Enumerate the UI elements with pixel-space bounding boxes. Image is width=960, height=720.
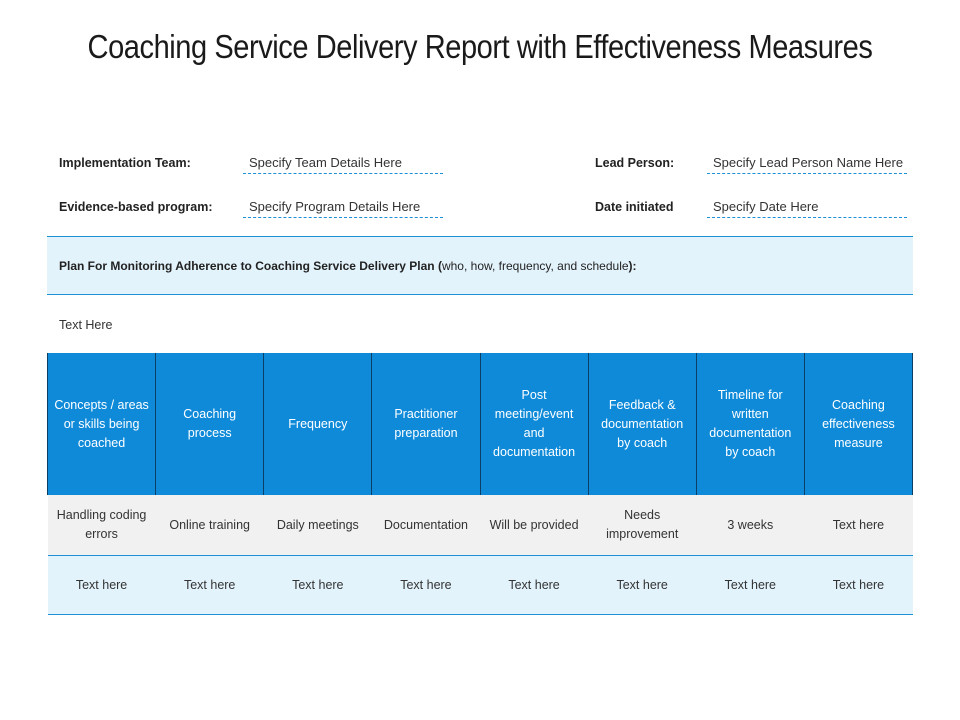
table-cell[interactable]: Text here <box>804 495 913 556</box>
implementation-team-field[interactable]: Specify Team Details Here <box>243 153 443 174</box>
table-cell[interactable]: Handling coding errors <box>47 495 156 556</box>
date-initiated-label: Date initiated <box>595 200 674 214</box>
plan-heading-suffix: ): <box>628 259 637 273</box>
table-cell[interactable]: Documentation <box>371 495 480 556</box>
column-header: Coaching effectiveness measure <box>803 353 914 495</box>
implementation-team-label: Implementation Team: <box>59 156 191 170</box>
coaching-table: Concepts / areas or skills being coached… <box>46 353 914 615</box>
column-header: Frequency <box>263 353 373 495</box>
plan-text[interactable]: Text Here <box>59 318 113 332</box>
table-cell[interactable]: Text here <box>155 555 264 615</box>
column-header: Feedback & documentation by coach <box>587 353 697 495</box>
lead-person-field[interactable]: Specify Lead Person Name Here <box>707 153 907 174</box>
table-cell[interactable]: Text here <box>588 555 697 615</box>
table-cell[interactable]: Daily meetings <box>263 495 372 556</box>
column-header: Practitioner preparation <box>371 353 481 495</box>
column-header: Timeline for written documentation by co… <box>695 353 805 495</box>
table-row: Handling coding errors Online training D… <box>47 495 913 556</box>
table-cell[interactable]: Needs improvement <box>588 495 697 556</box>
table-cell[interactable]: Text here <box>263 555 372 615</box>
lead-person-label: Lead Person: <box>595 156 675 170</box>
table-cell[interactable]: Text here <box>696 555 805 615</box>
evidence-program-field[interactable]: Specify Program Details Here <box>243 197 443 218</box>
table-cell[interactable]: Text here <box>371 555 480 615</box>
table-cell[interactable]: Online training <box>155 495 264 556</box>
plan-heading-detail: who, how, frequency, and schedule <box>441 259 629 273</box>
table-cell[interactable]: 3 weeks <box>696 495 805 556</box>
evidence-program-label: Evidence-based program: <box>59 200 213 214</box>
table-header-row: Concepts / areas or skills being coached… <box>46 353 914 495</box>
date-initiated-field[interactable]: Specify Date Here <box>707 197 907 218</box>
info-row-2: Evidence-based program: Specify Program … <box>47 197 913 219</box>
table-cell[interactable]: Text here <box>804 555 913 615</box>
plan-heading-prefix: Plan For Monitoring Adherence to Coachin… <box>59 259 442 273</box>
plan-heading-bar: Plan For Monitoring Adherence to Coachin… <box>47 236 913 295</box>
table-cell[interactable]: Text here <box>480 555 589 615</box>
plan-heading: Plan For Monitoring Adherence to Coachin… <box>59 259 637 273</box>
column-header: Post meeting/event and documentation <box>479 353 589 495</box>
column-header: Coaching process <box>155 353 265 495</box>
table-row: Text here Text here Text here Text here … <box>47 555 913 615</box>
column-header: Concepts / areas or skills being coached <box>46 353 157 495</box>
info-row-1: Implementation Team: Specify Team Detail… <box>47 153 913 175</box>
table-cell[interactable]: Will be provided <box>480 495 589 556</box>
page-title: Coaching Service Delivery Report with Ef… <box>87 28 873 65</box>
table-cell[interactable]: Text here <box>47 555 156 615</box>
